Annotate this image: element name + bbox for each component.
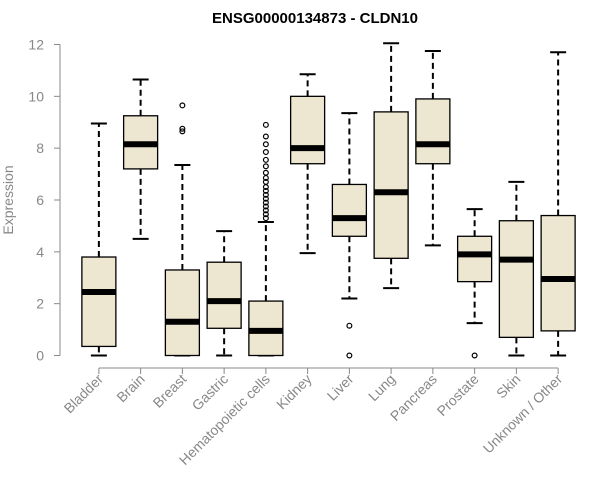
box [81,256,117,348]
box [289,95,326,165]
box-group-bladder [81,122,117,357]
box-group-liver [331,112,368,359]
box [331,183,368,237]
outlier-point [262,187,269,194]
outlier-point [262,191,269,198]
box [415,98,451,165]
outlier-point [471,352,478,359]
box [540,214,576,332]
outlier-point [262,215,269,222]
boxes-group [81,42,576,359]
x-tick-label: Liver [324,371,357,404]
outlier-point [262,156,269,163]
outlier-point [262,195,269,202]
x-tick-label: Skin [493,371,524,402]
box-group-skin [498,180,535,357]
x-tick-label: Lung [365,371,398,404]
x-tick-label: Bladder [61,371,107,417]
box-group-prostate [456,208,493,359]
outlier-point [262,203,269,210]
box-group-kidney [289,73,326,255]
box [206,261,242,329]
outlier-point [346,352,353,359]
x-tick-label: Breast [150,371,190,411]
outlier-point [179,125,186,132]
outlier-point [262,199,269,206]
box-group-gastric [206,230,242,357]
chart-title: ENSG00000134873 - CLDN10 [212,10,418,27]
box-group-hematopoietic-cells [248,121,284,357]
outlier-point [262,133,269,140]
box-group-breast [164,102,201,357]
box-group-lung [373,42,409,290]
outlier-point [179,128,186,135]
outlier-point [262,207,269,214]
box-group-brain [122,78,159,240]
outlier-point [262,141,269,148]
box-group-pancreas [415,49,451,247]
x-tick-label: Kidney [273,371,315,413]
box [456,235,493,283]
outlier-point [262,121,269,128]
y-axis-label: Expression [0,165,16,234]
y-tick-label: 0 [36,348,44,364]
outlier-point [262,163,269,170]
x-tick-label: Brain [113,371,147,405]
outlier-point [179,102,186,109]
box [164,269,201,357]
box [498,220,535,339]
y-tick-label: 2 [36,296,44,312]
outlier-point [346,322,353,329]
y-tick-label: 4 [36,244,44,260]
x-tick-label: Unknown / Other [480,371,566,457]
y-tick-label: 8 [36,140,44,156]
y-axis: 0 2 4 6 8 10 12 [28,37,61,364]
outlier-point [262,169,269,176]
outlier-point [262,149,269,156]
outlier-point [262,178,269,185]
box [373,111,409,259]
y-tick-label: 12 [28,37,44,53]
box-group-unknown-other [540,51,576,357]
outlier-point [262,211,269,218]
y-tick-label: 10 [28,88,44,104]
y-tick-label: 6 [36,192,44,208]
x-tick-label: Prostate [434,371,482,419]
